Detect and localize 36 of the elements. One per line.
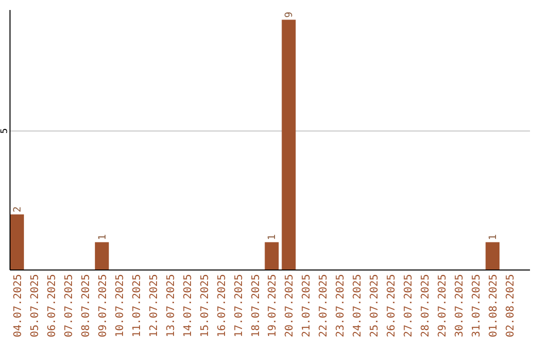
x-tick-label: 10.07.2025: [114, 274, 126, 338]
x-tick-label: 17.07.2025: [232, 274, 245, 338]
x-tick-label: 21.07.2025: [300, 274, 313, 338]
x-tick-label: 26.07.2025: [386, 274, 398, 338]
x-tick-label: 02.08.2025: [504, 274, 517, 338]
x-tick-label: 28.07.2025: [420, 274, 432, 338]
x-tick-label: 06.07.2025: [46, 274, 58, 338]
x-tick-label: 31.07.2025: [470, 274, 483, 338]
x-tick-label: 22.07.2025: [318, 274, 330, 338]
data-label: 1: [267, 234, 278, 240]
data-label: 9: [284, 12, 296, 18]
x-tick-label: 24.07.2025: [352, 274, 364, 338]
x-tick-label: 15.07.2025: [198, 274, 211, 338]
x-tick-label: 12.07.2025: [148, 274, 160, 338]
x-tick-label: 14.07.2025: [182, 274, 194, 338]
x-tick-label: 29.07.2025: [436, 274, 449, 338]
x-tick-label: 16.07.2025: [216, 274, 228, 338]
x-tick-label: 20.07.2025: [284, 274, 296, 338]
x-tick-label: 01.08.2025: [488, 274, 500, 338]
x-tick-label: 25.07.2025: [368, 274, 381, 338]
x-tick-label: 08.07.2025: [80, 274, 92, 338]
x-tick-label: 04.07.2025: [12, 274, 24, 338]
x-tick-label: 09.07.2025: [96, 274, 109, 338]
x-tick-label: 23.07.2025: [334, 274, 347, 338]
x-tick-label: 13.07.2025: [164, 274, 177, 338]
y-tick-label: 5: [0, 128, 10, 134]
x-tick-label: 07.07.2025: [62, 274, 75, 338]
x-tick-label: 11.07.2025: [130, 274, 143, 338]
x-tick-label: 30.07.2025: [454, 274, 466, 338]
x-tick-label: 27.07.2025: [402, 274, 415, 338]
data-label: 2: [12, 206, 24, 212]
data-label: 1: [488, 234, 500, 240]
x-tick-label: 18.07.2025: [250, 274, 262, 338]
x-tick-label: 19.07.2025: [266, 274, 279, 338]
data-label: 1: [97, 234, 108, 240]
x-tick-label: 05.07.2025: [28, 274, 41, 338]
